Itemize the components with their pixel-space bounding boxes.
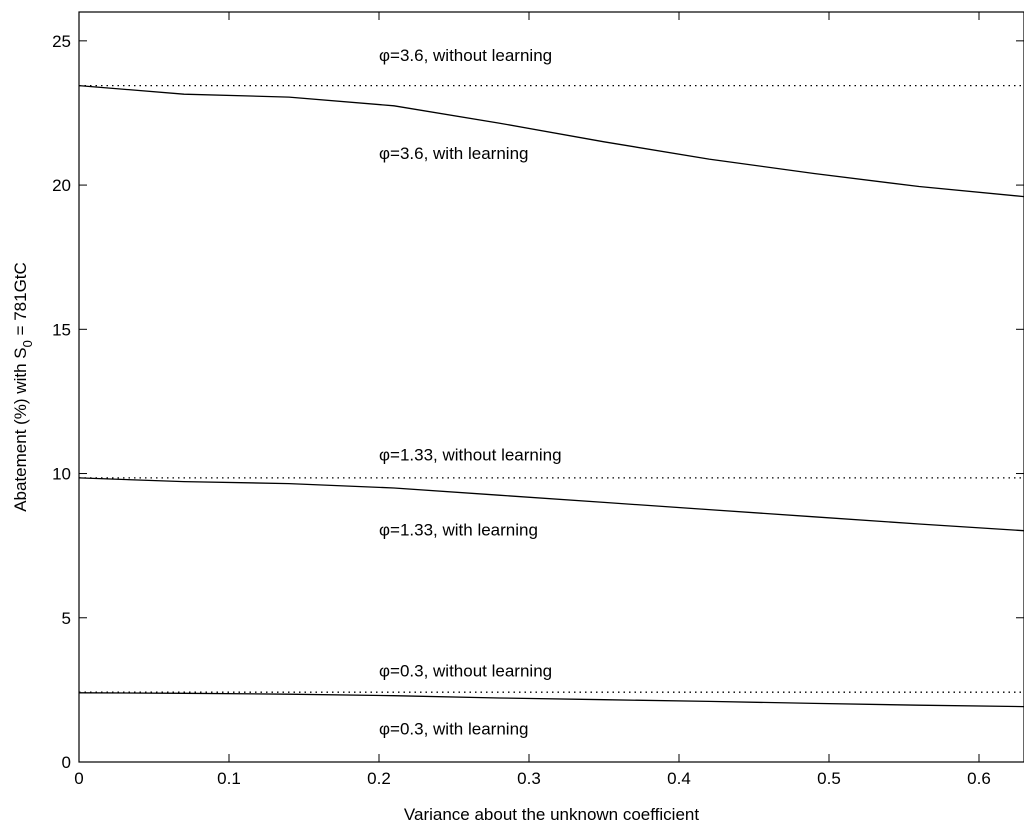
y-tick-label: 10 [52, 465, 71, 484]
annotation-label: φ=3.6, with learning [379, 144, 528, 163]
annotations: φ=3.6, without learning φ=3.6, with learn… [379, 46, 562, 739]
x-tick-label: 0.2 [367, 769, 391, 788]
y-tick-label: 0 [62, 753, 71, 772]
y-axis-title-suffix: = 781GtC [11, 262, 30, 340]
annotation-label: φ=0.3, without learning [379, 661, 552, 680]
x-tick-label: 0.1 [217, 769, 241, 788]
x-tick-label: 0.5 [817, 769, 841, 788]
series-line-1 [79, 86, 1024, 197]
plot-marks [79, 86, 1024, 707]
x-tick-label: 0.3 [517, 769, 541, 788]
y-axis-title: Abatement (%) with S0 = 781GtC [11, 262, 35, 512]
y-tick-label: 5 [62, 609, 71, 628]
x-axis-title: Variance about the unknown coefficient [404, 805, 699, 824]
series-line-5 [79, 693, 1024, 707]
y-tick-label: 15 [52, 320, 71, 339]
annotation-label: φ=1.33, without learning [379, 446, 562, 465]
x-tick-label: 0.4 [667, 769, 691, 788]
y-axis-title-subscript: 0 [20, 340, 35, 347]
y-tick-label: 20 [52, 176, 71, 195]
annotation-label: φ=3.6, without learning [379, 46, 552, 65]
x-tick-label: 0.6 [967, 769, 991, 788]
series-line-3 [79, 478, 1024, 531]
y-axis-title-prefix: Abatement (%) with S [11, 347, 30, 511]
x-tick-label: 0 [74, 769, 83, 788]
y-tick-label: 25 [52, 32, 71, 51]
annotation-label: φ=0.3, with learning [379, 720, 528, 739]
annotation-label: φ=1.33, with learning [379, 521, 538, 540]
plot-frame [79, 12, 1024, 762]
